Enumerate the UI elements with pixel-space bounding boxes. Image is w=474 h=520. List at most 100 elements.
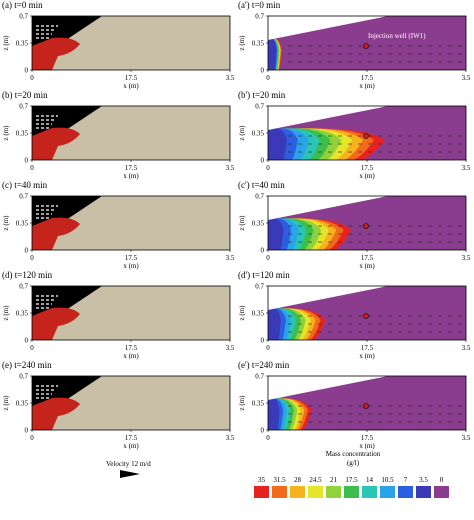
x-tick-label: 0 <box>266 434 270 442</box>
y-tick-label: 0 <box>261 427 265 435</box>
y-axis-label: z (m) <box>2 395 10 411</box>
y-axis-label: z (m) <box>238 215 246 231</box>
panel-label: (a) t=0 min <box>2 0 43 10</box>
air-zone <box>268 376 388 400</box>
y-tick-label: 0.35 <box>252 130 265 138</box>
colorbar-swatch <box>398 486 413 498</box>
panel-label: (a') t=0 min <box>238 0 281 10</box>
air-zone <box>268 286 388 310</box>
x-tick-label: 3.5 <box>226 344 235 352</box>
x-tick-label: 17.5 <box>361 434 374 442</box>
dry-zone <box>32 196 102 226</box>
panel-field <box>268 376 466 430</box>
x-tick-label: 0 <box>266 254 270 262</box>
panel-2: (a') t=0 min Injection well (IW1) 0.7 0.35 0… <box>238 0 471 90</box>
colorbar-swatch <box>416 486 431 498</box>
y-tick-label: 0.7 <box>255 103 264 111</box>
panel-6: (c') t=40 min 0.7 0.35 0 z (m) 0 17.5 3.5 x (m) <box>238 180 471 270</box>
colorbar-swatch <box>290 486 305 498</box>
panel-field <box>32 286 230 340</box>
y-tick-label: 0 <box>261 247 265 255</box>
legend: Velocity 12 m/d Mass concentration (g/l)… <box>106 450 449 498</box>
x-tick-label: 17.5 <box>125 164 138 172</box>
well-annotation: Injection well (IW1) <box>368 32 426 40</box>
panel-field <box>268 196 466 250</box>
x-axis-label: x (m) <box>359 442 375 450</box>
y-tick-label: 0.35 <box>252 220 265 228</box>
colorbar-value: 28 <box>294 476 302 484</box>
y-tick-label: 0.7 <box>19 13 28 21</box>
panel-field <box>32 376 230 430</box>
colorbar-value: 0 <box>440 476 444 484</box>
y-axis-label: z (m) <box>238 305 246 321</box>
injection-well-marker <box>363 223 369 229</box>
panel-field <box>268 286 466 340</box>
concentration-band <box>268 128 287 160</box>
y-tick-label: 0 <box>25 67 29 75</box>
colorbar-swatch <box>380 486 395 498</box>
panel-7: (d) t=120 min 0.7 0.35 0 z (m) 0 17.5 3.5 x (m) <box>2 270 235 360</box>
concentration-band <box>268 308 281 340</box>
y-tick-label: 0.7 <box>19 193 28 201</box>
panel-label: (d) t=120 min <box>2 270 53 280</box>
x-tick-label: 0 <box>266 74 270 82</box>
saline-zone <box>32 217 80 250</box>
colorbar-title: Mass concentration <box>326 450 381 458</box>
panel-label: (e') t=240 min <box>238 360 290 370</box>
colorbar-swatch <box>272 486 287 498</box>
colorbar-swatch <box>344 486 359 498</box>
panel-field <box>32 106 230 160</box>
y-tick-label: 0.35 <box>252 40 265 48</box>
air-zone <box>268 16 388 40</box>
x-axis-label: x (m) <box>123 352 139 360</box>
x-tick-label: 0 <box>266 164 270 172</box>
colorbar-swatch <box>362 486 377 498</box>
panel-8: (d') t=120 min 0.7 0.35 0 z (m) 0 17.5 3.5 x (m) <box>238 270 471 360</box>
colorbar-value: 17.5 <box>345 476 358 484</box>
x-tick-label: 17.5 <box>125 74 138 82</box>
y-tick-label: 0.7 <box>255 193 264 201</box>
dry-zone <box>32 16 102 46</box>
colorbar-swatch <box>326 486 341 498</box>
x-tick-label: 3.5 <box>226 434 235 442</box>
colorbar-swatch <box>308 486 323 498</box>
y-tick-label: 0 <box>261 157 265 165</box>
dry-zone <box>32 376 102 406</box>
saline-zone <box>32 127 80 160</box>
injection-well-marker <box>363 43 369 49</box>
y-axis-label: z (m) <box>2 35 10 51</box>
y-tick-label: 0.35 <box>252 400 265 408</box>
x-axis-label: x (m) <box>123 442 139 450</box>
y-tick-label: 0.35 <box>252 310 265 318</box>
panel-label: (e) t=240 min <box>2 360 52 370</box>
panel-3: (b) t=20 min 0.7 0.35 0 z (m) 0 17.5 3.5 x (m) <box>2 90 235 180</box>
concentration-band <box>268 38 277 70</box>
colorbar-swatch <box>434 486 449 498</box>
colorbar-value: 7 <box>404 476 408 484</box>
panel-label: (c) t=40 min <box>2 180 48 190</box>
y-tick-label: 0 <box>261 67 265 75</box>
panel-label: (b') t=20 min <box>238 90 286 100</box>
colorbar-value: 3.5 <box>419 476 428 484</box>
x-tick-label: 0 <box>266 344 270 352</box>
panel-field <box>32 196 230 250</box>
x-tick-label: 17.5 <box>361 344 374 352</box>
colorbar-value: 10.5 <box>381 476 394 484</box>
x-tick-label: 3.5 <box>462 74 471 82</box>
y-tick-label: 0.7 <box>19 283 28 291</box>
concentration-band <box>268 398 280 430</box>
velocity-label: Velocity 12 m/d <box>106 460 151 468</box>
x-axis-label: x (m) <box>123 82 139 90</box>
y-axis-label: z (m) <box>238 125 246 141</box>
dry-zone <box>32 106 102 136</box>
panel-1: (a) t=0 min 0.7 0.35 0 z (m) 0 17.5 3.5 x (m) <box>2 0 235 90</box>
y-axis-label: z (m) <box>238 395 246 411</box>
y-tick-label: 0.7 <box>255 13 264 21</box>
panel-label: (c') t=40 min <box>238 180 285 190</box>
panel-5: (c) t=40 min 0.7 0.35 0 z (m) 0 17.5 3.5 x (m) <box>2 180 235 270</box>
x-axis-label: x (m) <box>359 352 375 360</box>
dry-zone <box>32 286 102 316</box>
x-tick-label: 3.5 <box>462 434 471 442</box>
y-axis-label: z (m) <box>2 125 10 141</box>
